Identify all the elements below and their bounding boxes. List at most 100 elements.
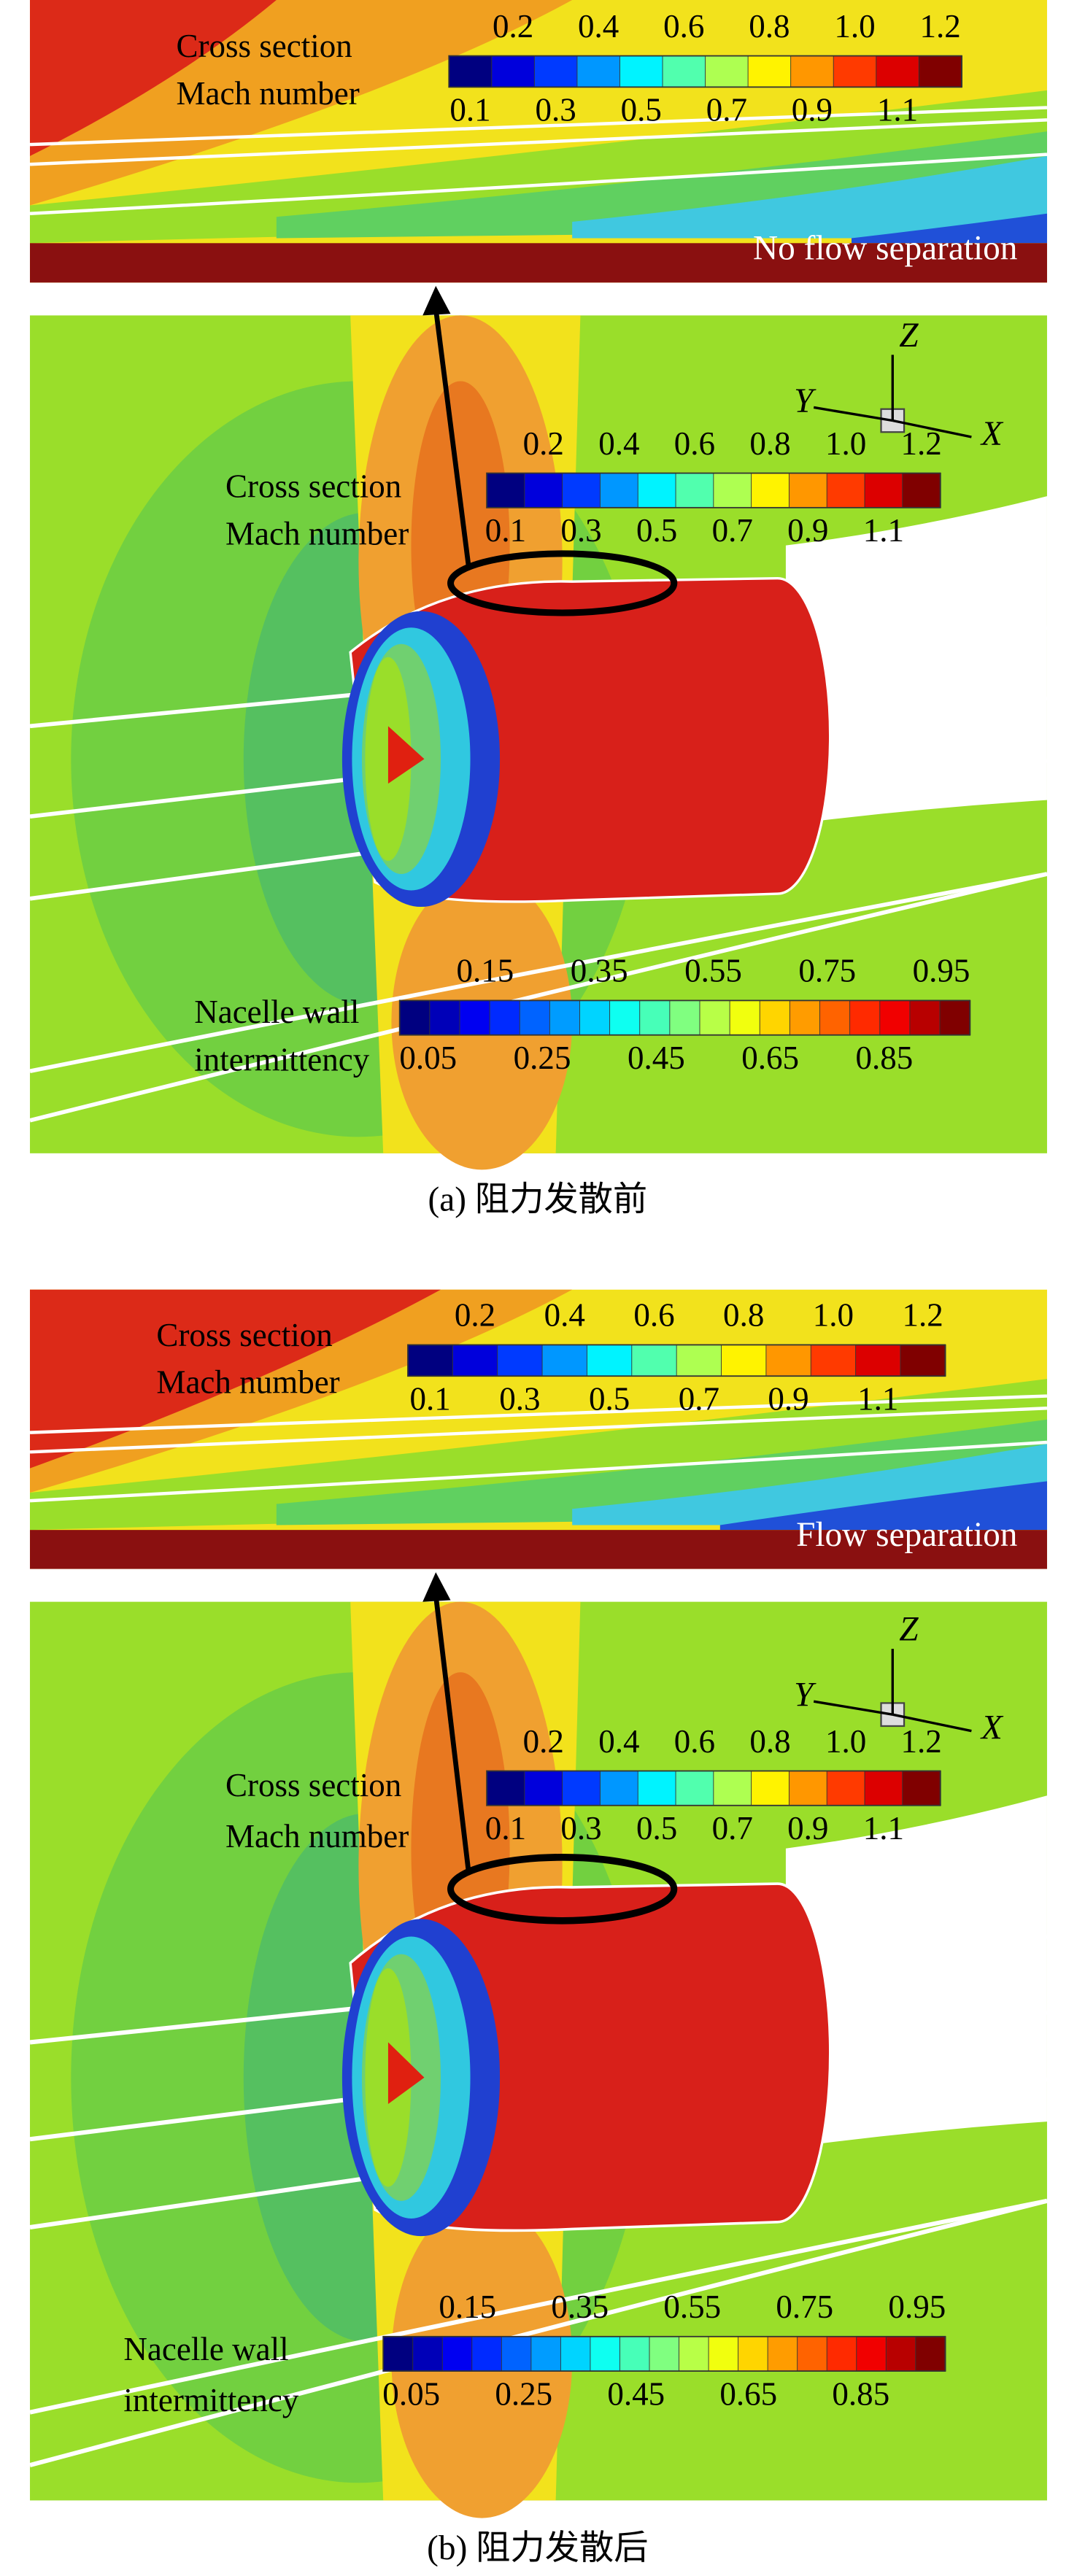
colorbar-segment <box>789 999 821 1036</box>
pointer-arrowhead <box>422 1572 451 1602</box>
colorbar-tick-label: 0.1 <box>485 512 526 549</box>
colorbar-tick-label: 0.7 <box>712 1810 753 1846</box>
legend-title: Mach number <box>225 516 409 552</box>
colorbar-tick-label: 0.55 <box>663 2289 721 2325</box>
streamline <box>29 2198 1048 2415</box>
colorbar-tick-label: 0.5 <box>636 1810 677 1846</box>
spinner <box>387 2042 425 2104</box>
colorbar-tick-label: 1.1 <box>877 92 918 128</box>
colorbar-segment <box>448 55 493 88</box>
contour-blue <box>851 213 1047 244</box>
colorbar-segment <box>708 2336 739 2372</box>
highlight-ellipse <box>447 550 678 616</box>
colorbar-tick-label: 0.1 <box>485 1810 526 1846</box>
colorbar-segment <box>669 999 701 1036</box>
colorbar-segment <box>497 1344 544 1377</box>
colorbar-tick-label: 1.0 <box>834 8 875 45</box>
colorbar-segment <box>879 999 911 1036</box>
colorbar-tick-label: 0.35 <box>571 953 628 989</box>
pointer-arrowhead <box>422 285 451 316</box>
colorbar-tick-label: 0.3 <box>560 512 601 549</box>
colorbar-segment <box>902 473 941 508</box>
colorbar-segment <box>609 999 641 1036</box>
colorbar-segment <box>639 999 671 1036</box>
colorbar-segment <box>412 2336 444 2372</box>
contour-cyan <box>572 155 1047 239</box>
colorbar-segment <box>826 1771 866 1806</box>
colorbar-tick-label: 0.8 <box>749 8 790 45</box>
colorbar-segment <box>452 1344 498 1377</box>
colorbar-segment <box>751 473 790 508</box>
colorbar-segment <box>849 999 881 1036</box>
axis-label: X <box>980 415 1004 453</box>
colorbar-segment <box>810 1344 857 1377</box>
legend-title: Nacelle wall <box>194 994 359 1030</box>
colorbar-tick-label: 0.4 <box>598 425 639 462</box>
colorbar-segment <box>562 473 601 508</box>
colorbar-segment <box>429 999 461 1036</box>
colorbar-tick-label: 1.2 <box>901 425 942 462</box>
colorbar-tick-label: 0.4 <box>598 1723 639 1760</box>
inset-note: No flow separation <box>753 229 1017 267</box>
colorbar-segment <box>751 1771 790 1806</box>
spinner <box>387 726 425 784</box>
colorbar-tick-label: 0.25 <box>514 1040 571 1076</box>
colorbar-segment <box>637 1771 677 1806</box>
streamline <box>29 872 1048 1123</box>
colorbar-tick-label: 0.6 <box>674 1723 715 1760</box>
colorbar-frame <box>407 1344 946 1377</box>
colorbar-segment <box>459 999 491 1036</box>
nacelle-wall-band <box>30 243 1047 283</box>
streamline <box>29 2198 1048 2468</box>
colorbar-segment <box>788 473 828 508</box>
colorbar-segment <box>819 999 851 1036</box>
colorbar-frame <box>486 1770 941 1806</box>
axis-label: Z <box>899 1610 919 1648</box>
colorbar-segment <box>524 473 563 508</box>
colorbar-tick-label: 0.95 <box>913 953 970 989</box>
colorbar-segment <box>662 55 706 88</box>
colorbar-segment <box>530 2336 562 2372</box>
wake-region <box>785 1795 1047 2148</box>
legend-title: Cross section <box>225 468 401 504</box>
colorbar-segment <box>826 473 866 508</box>
colorbar-tick-label: 0.05 <box>399 1040 457 1076</box>
colorbar-segment <box>524 1771 563 1806</box>
colorbar-segment <box>855 1344 902 1377</box>
colorbar-segment <box>721 1344 768 1377</box>
colorbar-tick-label: 1.0 <box>825 425 866 462</box>
colorbar-segment <box>441 2336 473 2372</box>
colorbar-segment <box>399 999 431 1036</box>
axis-arrow <box>892 419 972 438</box>
axis-label: Z <box>899 317 919 355</box>
colorbar-segment <box>590 2336 621 2372</box>
colorbar-segment <box>826 2336 857 2372</box>
axis-arrow <box>813 406 893 422</box>
colorbar-segment <box>549 999 581 1036</box>
streamline <box>29 152 1048 215</box>
colorbar-segment <box>586 1344 633 1377</box>
colorbar-segment <box>676 1344 722 1377</box>
colorbar-segment <box>885 2336 916 2372</box>
colorbar-segment <box>675 1771 714 1806</box>
colorbar-frame <box>486 472 941 508</box>
colorbar-tick-label: 0.85 <box>832 2375 889 2412</box>
colorbar-segment <box>599 473 639 508</box>
colorbar-segment <box>579 999 611 1036</box>
colorbar-segment <box>649 2336 680 2372</box>
colorbar-tick-label: 0.6 <box>663 8 704 45</box>
colorbar-segment <box>788 1771 828 1806</box>
colorbar-tick-label: 0.15 <box>457 953 514 989</box>
colorbar-tick-label: 0.05 <box>382 2375 440 2412</box>
colorbar-tick-label: 0.3 <box>499 1381 540 1417</box>
axis-arrow <box>813 1700 893 1716</box>
colorbar-tick-label: 0.3 <box>536 92 576 128</box>
colorbar-segment <box>864 1771 903 1806</box>
inset-note: Flow separation <box>796 1516 1017 1554</box>
colorbar-segment <box>486 1771 525 1806</box>
wake-region <box>785 496 1047 825</box>
colorbar-segment <box>519 999 551 1036</box>
colorbar-tick-label: 0.35 <box>551 2289 609 2325</box>
colorbar-segment <box>729 999 761 1036</box>
